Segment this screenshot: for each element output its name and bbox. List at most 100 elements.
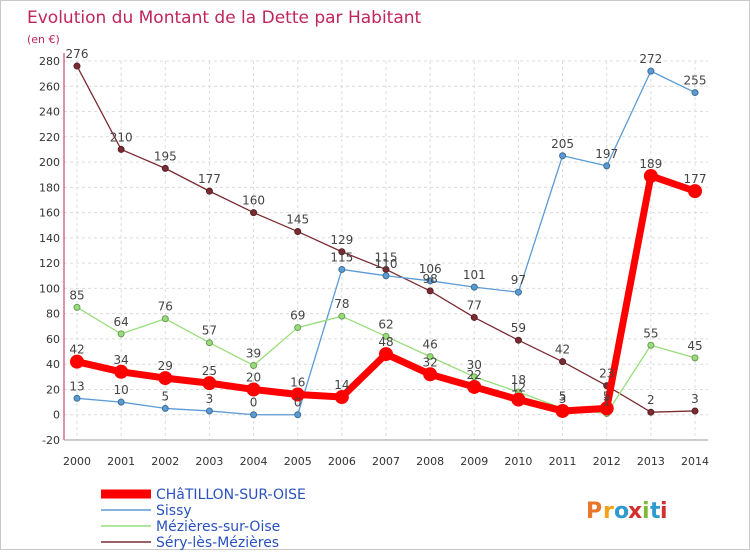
data-label: 205 — [551, 137, 574, 151]
data-label: 25 — [202, 364, 217, 378]
data-point — [246, 382, 261, 397]
x-tick-label: 2013 — [637, 455, 665, 468]
data-label: 42 — [69, 343, 84, 357]
data-label: 0 — [250, 396, 258, 410]
data-point — [250, 411, 258, 419]
data-label: 195 — [154, 149, 177, 163]
y-tick-label: 60 — [46, 333, 60, 346]
data-label: 10 — [114, 383, 129, 397]
data-label: 57 — [202, 324, 217, 338]
data-point — [426, 287, 434, 295]
logo-letter: r — [603, 499, 614, 524]
data-point — [205, 407, 213, 415]
data-point — [294, 228, 302, 236]
data-point — [643, 168, 658, 183]
data-point — [647, 67, 655, 75]
data-label: 69 — [290, 309, 305, 323]
y-tick-label: 180 — [39, 181, 60, 194]
data-point — [334, 390, 349, 405]
data-label: 13 — [69, 379, 84, 393]
data-label: 210 — [110, 130, 133, 144]
logo-letter: P — [586, 499, 602, 524]
data-label: 106 — [419, 262, 442, 276]
data-point — [290, 387, 305, 402]
data-label: 45 — [687, 339, 702, 353]
data-label: 177 — [198, 172, 221, 186]
data-point — [158, 371, 173, 386]
y-tick-label: 200 — [39, 156, 60, 169]
y-tick-label: 220 — [39, 131, 60, 144]
x-tick-label: 2012 — [593, 455, 621, 468]
data-point — [514, 288, 522, 296]
data-point — [467, 379, 482, 394]
data-label: 77 — [467, 298, 482, 312]
data-point — [647, 408, 655, 416]
data-point — [294, 324, 302, 332]
data-label: 0 — [294, 396, 302, 410]
data-point — [338, 248, 346, 256]
data-label: 64 — [114, 315, 129, 329]
data-point — [470, 373, 478, 381]
data-label: 2 — [647, 393, 655, 407]
y-tick-label: 100 — [39, 282, 60, 295]
logo-letter: i — [642, 499, 650, 524]
data-label: 197 — [595, 147, 618, 161]
data-label: 23 — [599, 367, 614, 381]
data-point — [426, 353, 434, 361]
axes: -200204060801001201401601802002202402602… — [39, 53, 709, 468]
data-label: 115 — [330, 250, 353, 264]
data-point — [161, 164, 169, 172]
logo-letter: x — [628, 499, 642, 524]
data-point — [470, 283, 478, 291]
data-label: 5 — [559, 389, 567, 403]
data-point — [73, 394, 81, 402]
data-point — [688, 184, 702, 199]
y-tick-label: 140 — [39, 232, 60, 245]
y-tick-label: 160 — [39, 207, 60, 220]
x-tick-label: 2005 — [284, 455, 312, 468]
data-label: 5 — [603, 389, 611, 403]
y-tick-label: 260 — [39, 80, 60, 93]
data-point — [691, 89, 699, 97]
data-label: 39 — [246, 346, 261, 360]
data-label: 110 — [375, 257, 398, 271]
data-label: 14 — [334, 378, 349, 392]
data-label: 59 — [511, 321, 526, 335]
data-label: 46 — [423, 338, 438, 352]
data-label: 55 — [643, 326, 658, 340]
x-tick-label: 2000 — [63, 455, 91, 468]
legend-label: Sissy — [156, 503, 192, 519]
data-label: 16 — [290, 376, 305, 390]
data-label: 20 — [246, 370, 261, 384]
data-label: 22 — [467, 368, 482, 382]
data-label: 5 — [161, 389, 169, 403]
x-tick-label: 2001 — [107, 455, 135, 468]
data-point — [559, 152, 567, 160]
data-label: 276 — [66, 47, 89, 61]
data-point — [691, 407, 699, 415]
data-label: 115 — [375, 250, 398, 264]
y-tick-label: 280 — [39, 55, 60, 68]
data-label: 3 — [206, 392, 214, 406]
x-tick-label: 2007 — [372, 455, 400, 468]
data-point — [205, 339, 213, 347]
data-label: 3 — [691, 392, 699, 406]
y-tick-label: 20 — [46, 383, 60, 396]
data-label: 1 — [603, 394, 611, 408]
x-tick-label: 2006 — [328, 455, 356, 468]
data-label: 101 — [463, 268, 486, 282]
data-point — [161, 404, 169, 412]
data-point — [250, 209, 258, 217]
logo-letter: i — [660, 499, 668, 524]
data-label: 12 — [511, 381, 526, 395]
chart-title: Evolution du Montant de la Dette par Hab… — [27, 8, 422, 28]
data-point — [691, 354, 699, 362]
data-point — [338, 265, 346, 273]
data-label: 42 — [555, 343, 570, 357]
data-point — [647, 341, 655, 349]
y-tick-label: 0 — [53, 409, 60, 422]
data-label: 98 — [423, 272, 438, 286]
data-point — [599, 401, 614, 416]
